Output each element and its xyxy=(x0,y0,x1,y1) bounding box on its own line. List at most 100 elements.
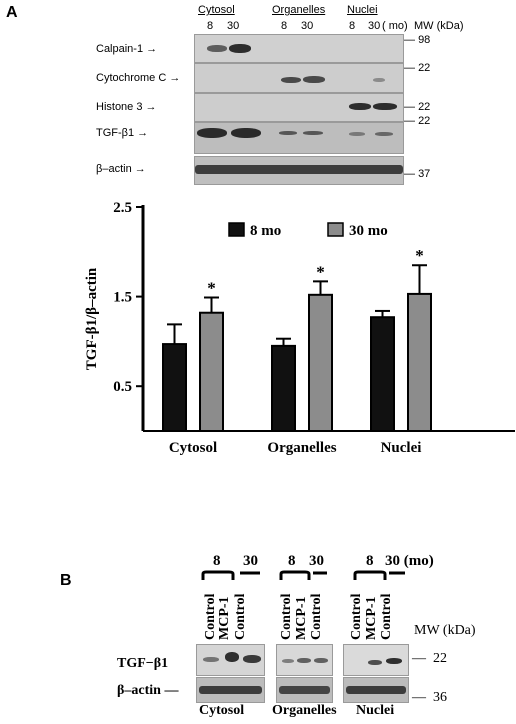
band xyxy=(346,686,406,694)
band xyxy=(297,658,311,663)
band xyxy=(203,657,219,662)
panel-b-letter: B xyxy=(60,572,72,589)
significance-star: * xyxy=(415,246,424,265)
category-label: Cytosol xyxy=(169,440,217,456)
legend-swatch xyxy=(228,222,245,237)
mw-header-b: MW (kDa) xyxy=(414,623,476,638)
b-strip-tgfb1-cytosol xyxy=(196,644,265,676)
unit-mo: ( mo) xyxy=(382,20,408,32)
band xyxy=(349,132,365,136)
age-label-8-nuclei: 8 xyxy=(366,553,374,569)
panel-a-letter: A xyxy=(6,4,18,21)
mw-cytochrome: — 22 xyxy=(404,62,431,74)
lane-label-control: Control xyxy=(279,593,294,640)
age-label-30-organelles: 30 xyxy=(309,553,324,569)
age-label-30-cytosol: 30 xyxy=(243,553,258,569)
age-brackets xyxy=(201,570,405,580)
significance-star: * xyxy=(316,262,325,281)
significance-star: * xyxy=(207,278,216,297)
row-label-actin: β–actin → xyxy=(96,163,146,175)
group-header-organelles: Organelles xyxy=(272,4,326,16)
y-tick-label: 0.5 xyxy=(113,379,132,395)
band xyxy=(279,131,297,135)
bar-cytosol-30-mo xyxy=(199,311,224,432)
band xyxy=(386,658,402,664)
blot-strip-tgfb1 xyxy=(194,122,404,154)
age-label-8-organelles: 8 xyxy=(288,553,296,569)
blot-strip-cytochrome xyxy=(194,63,404,93)
lane-label-control: Control xyxy=(309,593,324,640)
category-label: Organelles xyxy=(267,440,336,456)
band xyxy=(195,165,403,174)
y-tick-label: 1.5 xyxy=(113,290,132,306)
y-tick-label: 2.5 xyxy=(113,200,132,216)
lane-organelles-8: 8 xyxy=(281,20,288,32)
bar-cytosol-8-mo xyxy=(162,343,187,432)
legend-label: 30 mo xyxy=(349,223,388,239)
band xyxy=(207,45,227,52)
row-label-b-actin: β–actin — xyxy=(117,683,179,698)
band xyxy=(303,76,325,83)
row-label-tgfb1: TGF-β1 → xyxy=(96,127,149,139)
band xyxy=(314,658,328,663)
section-label-organelles: Organelles xyxy=(272,703,337,718)
lane-label-control: Control xyxy=(379,593,394,640)
band xyxy=(243,655,261,663)
blot-strip-actin xyxy=(194,156,404,185)
legend-label: 8 mo xyxy=(250,223,281,239)
group-header-nuclei: Nuclei xyxy=(347,4,378,16)
bar-nuclei-30-mo xyxy=(407,292,432,432)
lane-label-mcp-1: MCP-1 xyxy=(294,596,309,640)
bar-organelles-30-mo xyxy=(308,293,333,432)
y-axis-label: TGF-β1/β–actin xyxy=(84,267,100,370)
mw-tgfb1: — 22 xyxy=(404,115,431,127)
bar-chart: 0.5 1.5 2.5 TGF-β1/β–actin * Cytosol * Organell… xyxy=(84,200,515,456)
section-label-nuclei: Nuclei xyxy=(356,703,395,718)
lane-organelles-30: 30 xyxy=(301,20,314,32)
band xyxy=(373,103,397,110)
mw-calpain: — 98 xyxy=(404,34,431,46)
band xyxy=(231,128,261,138)
bracket-8-cytosol xyxy=(201,570,235,580)
b-strip-tgfb1-organelles xyxy=(276,644,333,676)
row-label-cytochrome: Cytochrome C → xyxy=(96,72,181,84)
bracket-8-organelles xyxy=(279,570,311,580)
lane-cytosol-30: 30 xyxy=(227,20,240,32)
lane-nuclei-8: 8 xyxy=(349,20,356,32)
band xyxy=(225,652,239,662)
band xyxy=(282,659,294,663)
age-label-30-nuclei: 30 (mo) xyxy=(385,553,434,569)
legend-swatch xyxy=(327,222,344,237)
band xyxy=(197,128,227,138)
mw-b-actin: — 36 xyxy=(412,690,447,705)
mw-b-tgfb1: — 22 xyxy=(412,651,447,666)
lane-cytosol-8: 8 xyxy=(207,20,214,32)
band xyxy=(303,131,323,135)
lane-label-control: Control xyxy=(233,593,248,640)
b-strip-actin-nuclei xyxy=(343,677,409,703)
b-strip-tgfb1-nuclei xyxy=(343,644,409,676)
lane-label-control: Control xyxy=(349,593,364,640)
section-label-cytosol: Cytosol xyxy=(199,703,245,718)
lane-nuclei-30: 30 xyxy=(368,20,381,32)
lane-label-mcp-1: MCP-1 xyxy=(364,596,379,640)
band xyxy=(373,78,385,82)
band xyxy=(199,686,262,694)
band xyxy=(229,44,251,53)
row-label-histone: Histone 3 → xyxy=(96,101,157,113)
mw-header-a: MW (kDa) xyxy=(414,20,464,32)
bar-organelles-8-mo xyxy=(271,344,296,433)
band xyxy=(368,660,382,665)
band xyxy=(349,103,371,110)
blot-strip-histone xyxy=(194,93,404,122)
band xyxy=(375,132,393,136)
lane-label-mcp-1: MCP-1 xyxy=(217,596,232,640)
mw-histone: — 22 xyxy=(404,101,431,113)
group-header-cytosol: Cytosol xyxy=(198,4,235,16)
row-label-b-tgfb1: TGF−β1 xyxy=(117,656,169,671)
age-label-8-cytosol: 8 xyxy=(213,553,221,569)
band xyxy=(281,77,301,83)
b-strip-actin-cytosol xyxy=(196,677,265,703)
row-label-calpain: Calpain-1 → xyxy=(96,43,158,55)
b-strip-actin-organelles xyxy=(276,677,333,703)
